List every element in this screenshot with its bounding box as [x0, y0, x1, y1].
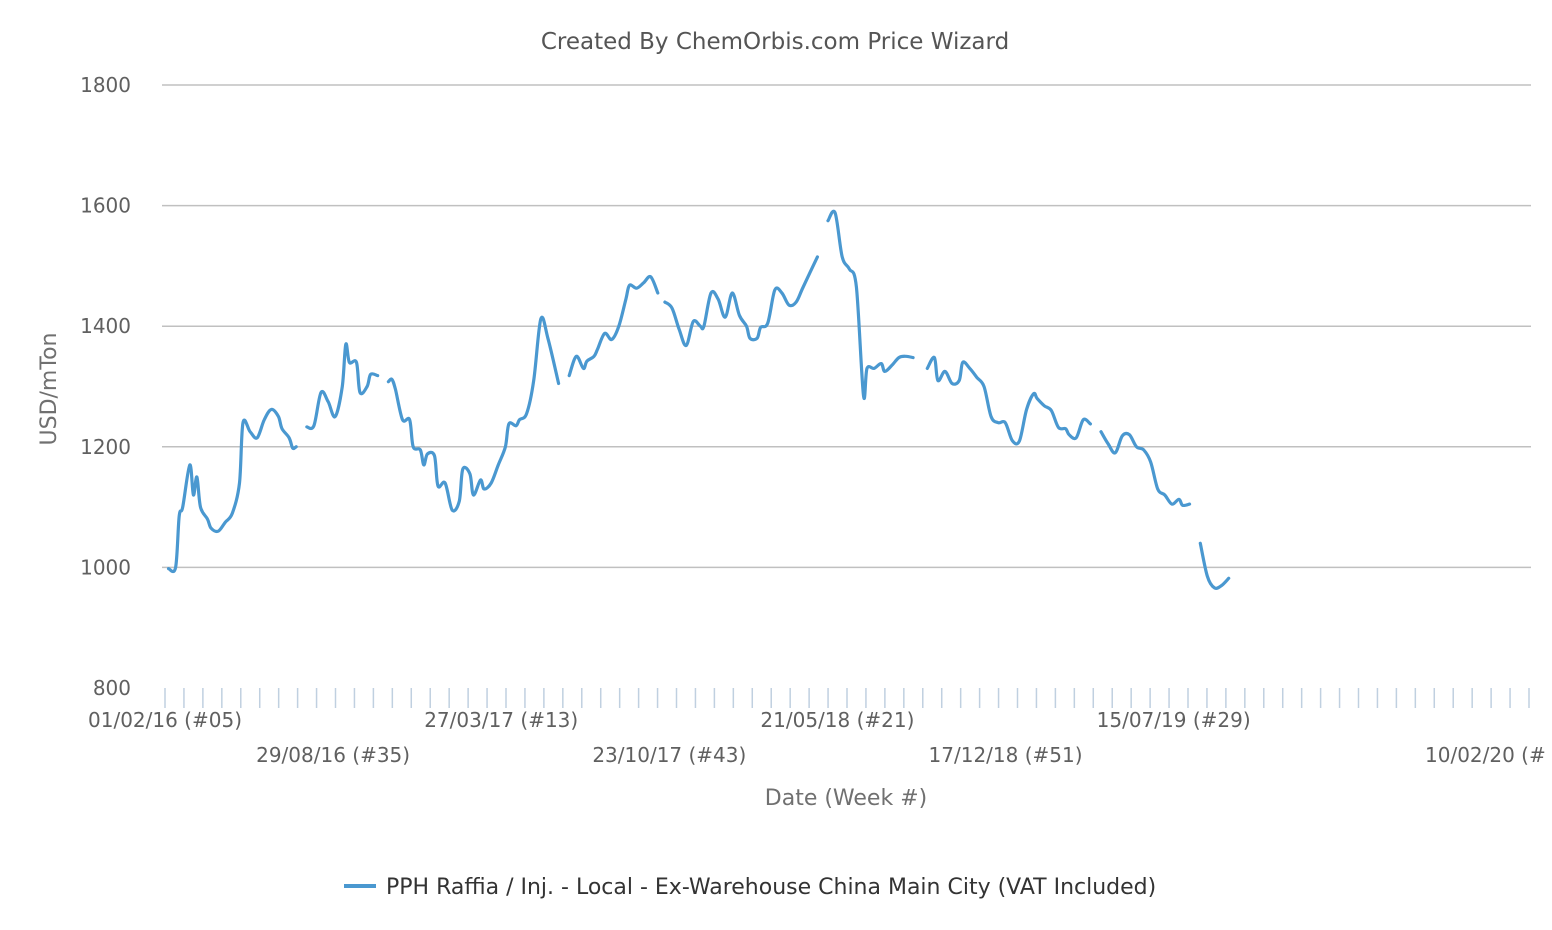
x-axis-ticks [164, 688, 1530, 708]
legend-label: PPH Raffia / Inj. - Local - Ex-Warehouse… [386, 875, 1156, 900]
series-line-segment [166, 407, 298, 574]
series-line-segment [663, 255, 819, 348]
x-tick-label: 29/08/16 (#35) [256, 743, 410, 767]
series-line-segment [305, 342, 380, 431]
y-tick-label: 1200 [80, 435, 131, 459]
x-axis-title: Date (Week #) [765, 786, 927, 811]
y-tick-label: 1000 [80, 555, 131, 579]
x-tick-label: 01/02/16 (#05) [88, 708, 242, 732]
chart-title: Created By ChemOrbis.com Price Wizard [541, 29, 1009, 55]
x-tick-label: 10/02/20 (# [1425, 743, 1546, 767]
x-axis-tick-labels: 01/02/16 (#05) 29/08/16 (#35) 27/03/17 (#1… [88, 708, 1546, 767]
series-lines [166, 209, 1231, 590]
y-tick-label: 800 [93, 676, 131, 700]
x-tick-label: 15/07/19 (#29) [1097, 708, 1251, 732]
series-line-segment [567, 274, 660, 378]
series-line-segment [386, 315, 561, 513]
y-axis-ticks: 800 1000 1200 1400 1600 1800 [80, 73, 131, 700]
x-tick-label: 27/03/17 (#13) [424, 708, 578, 732]
series-line-segment [826, 209, 915, 401]
y-tick-label: 1400 [80, 314, 131, 338]
y-tick-label: 1600 [80, 194, 131, 218]
x-tick-label: 23/10/17 (#43) [592, 743, 746, 767]
y-axis-title: USD/mTon [37, 333, 62, 446]
series-line-segment [925, 355, 1092, 446]
series-line-segment [1198, 541, 1231, 590]
series-line-segment [1099, 430, 1192, 508]
x-tick-label: 21/05/18 (#21) [760, 708, 914, 732]
grid-lines [162, 84, 1531, 569]
legend[interactable]: PPH Raffia / Inj. - Local - Ex-Warehouse… [344, 875, 1156, 900]
x-tick-label: 17/12/18 (#51) [929, 743, 1083, 767]
y-tick-label: 1800 [80, 73, 131, 97]
